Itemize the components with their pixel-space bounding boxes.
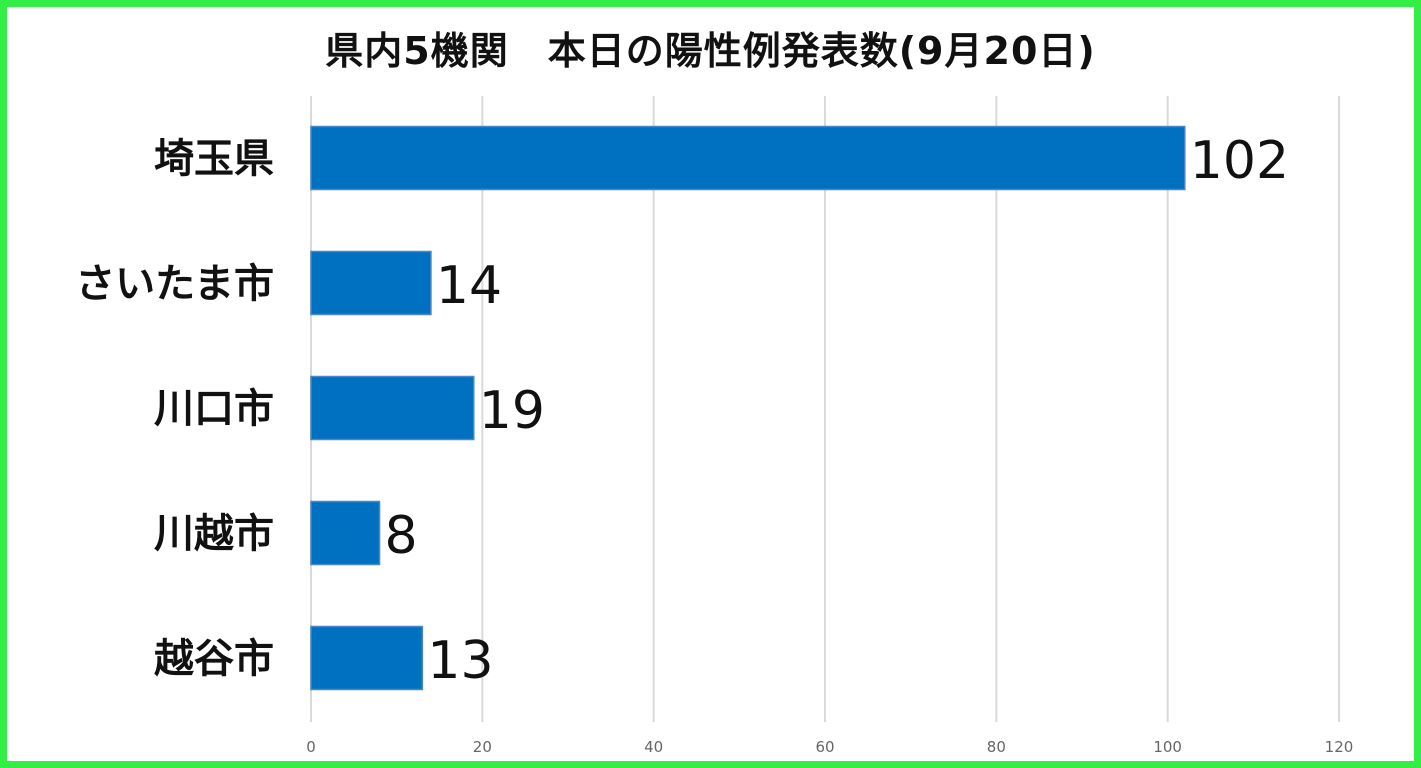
category-label-2: さいたま市 [75, 261, 274, 307]
data-label-4: 8 [385, 506, 418, 566]
category-label-3: 川口市 [154, 386, 274, 432]
x-tick-label-60: 60 [815, 738, 834, 756]
category-label-5: 越谷市 [154, 636, 274, 682]
data-labels: 102 14 19 8 13 [385, 131, 1290, 691]
x-tick-label-80: 80 [987, 738, 1006, 756]
bar-5 [310, 625, 424, 691]
bar-1 [310, 125, 1186, 191]
grid-lines [310, 96, 1340, 722]
data-label-3: 19 [479, 381, 545, 441]
chart-title: 県内5機関 本日の陽性例発表数(9月20日) [325, 29, 1096, 73]
bars [310, 125, 1186, 691]
data-label-5: 13 [427, 631, 493, 691]
category-label-1: 埼玉県 [154, 136, 274, 182]
x-tick-label-0: 0 [306, 738, 316, 756]
category-label-4: 川越市 [154, 511, 274, 557]
x-tick-label-120: 120 [1325, 738, 1354, 756]
x-axis-ticks: 0 20 40 60 80 100 120 [306, 738, 1353, 756]
bar-3 [310, 375, 475, 441]
bar-4 [310, 500, 381, 566]
x-tick-label-40: 40 [644, 738, 663, 756]
x-tick-label-100: 100 [1153, 738, 1182, 756]
bar-2 [310, 250, 432, 316]
data-label-2: 14 [436, 256, 502, 316]
data-label-1: 102 [1190, 131, 1289, 191]
x-tick-label-20: 20 [473, 738, 492, 756]
